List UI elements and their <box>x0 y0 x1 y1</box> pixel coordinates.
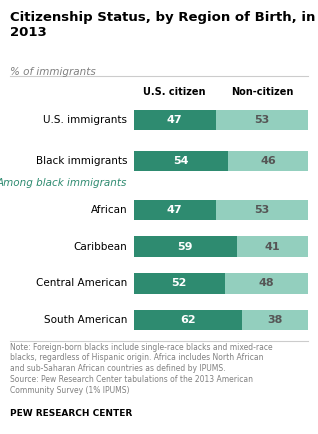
Text: 38: 38 <box>267 315 283 325</box>
Text: 41: 41 <box>265 242 280 252</box>
Bar <box>242 310 308 330</box>
Bar <box>134 310 242 330</box>
Bar <box>134 200 216 220</box>
Text: Non-citizen: Non-citizen <box>231 87 293 97</box>
Text: % of immigrants: % of immigrants <box>10 67 95 77</box>
Text: 48: 48 <box>259 278 274 288</box>
Text: South American: South American <box>44 315 127 325</box>
Text: U.S. immigrants: U.S. immigrants <box>43 115 127 125</box>
Text: Among black immigrants: Among black immigrants <box>0 178 127 188</box>
Text: Central American: Central American <box>36 278 127 288</box>
Text: Source: Pew Research Center tabulations of the 2013 American
Community Survey (1: Source: Pew Research Center tabulations … <box>10 375 252 395</box>
Text: Note: Foreign-born blacks include single-race blacks and mixed-race
blacks, rega: Note: Foreign-born blacks include single… <box>10 343 272 373</box>
Bar <box>134 237 237 257</box>
Text: African: African <box>91 205 127 215</box>
Bar <box>225 273 308 293</box>
Text: U.S. citizen: U.S. citizen <box>143 87 206 97</box>
Text: 62: 62 <box>180 315 196 325</box>
Text: 46: 46 <box>260 156 276 166</box>
Text: 53: 53 <box>254 115 270 125</box>
Bar <box>237 237 308 257</box>
Text: 47: 47 <box>167 115 183 125</box>
Text: 47: 47 <box>167 205 183 215</box>
Bar <box>134 110 216 130</box>
Bar <box>216 200 308 220</box>
Text: 53: 53 <box>254 205 270 215</box>
Text: Citizenship Status, by Region of Birth, in
2013: Citizenship Status, by Region of Birth, … <box>10 11 315 39</box>
Text: Caribbean: Caribbean <box>73 242 127 252</box>
Text: Black immigrants: Black immigrants <box>36 156 127 166</box>
Text: PEW RESEARCH CENTER: PEW RESEARCH CENTER <box>10 408 132 418</box>
Bar <box>134 273 225 293</box>
Bar <box>216 110 308 130</box>
Bar <box>228 151 308 171</box>
Text: 54: 54 <box>173 156 189 166</box>
Text: 59: 59 <box>177 242 193 252</box>
Text: 52: 52 <box>171 278 187 288</box>
Bar <box>134 151 228 171</box>
